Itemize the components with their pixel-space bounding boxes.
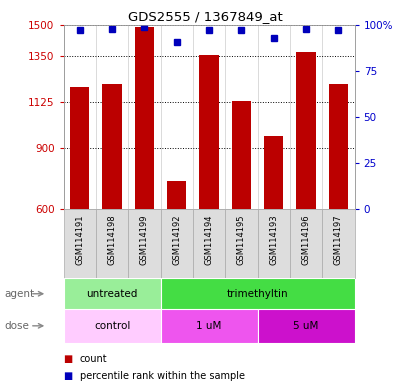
Text: ■: ■ (63, 354, 73, 364)
Bar (225, 209, 257, 278)
Text: untreated: untreated (86, 289, 137, 299)
Bar (96, 209, 128, 278)
Bar (263, 136, 283, 209)
Bar (135, 27, 154, 209)
Bar (257, 209, 289, 278)
Text: GSM114192: GSM114192 (172, 215, 181, 265)
Text: GSM114198: GSM114198 (107, 215, 116, 265)
Bar (321, 209, 354, 278)
Bar (328, 84, 347, 209)
Text: 5 uM: 5 uM (293, 321, 318, 331)
Text: control: control (94, 321, 130, 331)
Text: count: count (80, 354, 107, 364)
Text: GSM114199: GSM114199 (139, 215, 148, 265)
Text: GSM114191: GSM114191 (75, 215, 84, 265)
Text: agent: agent (4, 289, 34, 299)
Bar (199, 55, 218, 209)
Text: GSM114193: GSM114193 (269, 215, 278, 265)
Bar (160, 278, 354, 309)
Bar (63, 278, 160, 309)
Bar (231, 101, 251, 209)
Bar (70, 88, 89, 209)
Bar (296, 51, 315, 209)
Bar (257, 309, 354, 343)
Text: GDS2555 / 1367849_at: GDS2555 / 1367849_at (127, 10, 282, 23)
Text: GSM114195: GSM114195 (236, 215, 245, 265)
Bar (63, 309, 160, 343)
Bar (128, 209, 160, 278)
Text: dose: dose (4, 321, 29, 331)
Bar (193, 209, 225, 278)
Text: GSM114194: GSM114194 (204, 215, 213, 265)
Text: trimethyltin: trimethyltin (226, 289, 288, 299)
Bar (63, 209, 96, 278)
Text: 1 uM: 1 uM (196, 321, 221, 331)
Bar (289, 209, 321, 278)
Bar (102, 84, 121, 209)
Text: percentile rank within the sample: percentile rank within the sample (80, 371, 244, 381)
Bar (160, 309, 257, 343)
Text: GSM114196: GSM114196 (301, 215, 310, 265)
Text: ■: ■ (63, 371, 73, 381)
Bar (160, 209, 193, 278)
Bar (166, 180, 186, 209)
Text: GSM114197: GSM114197 (333, 215, 342, 265)
